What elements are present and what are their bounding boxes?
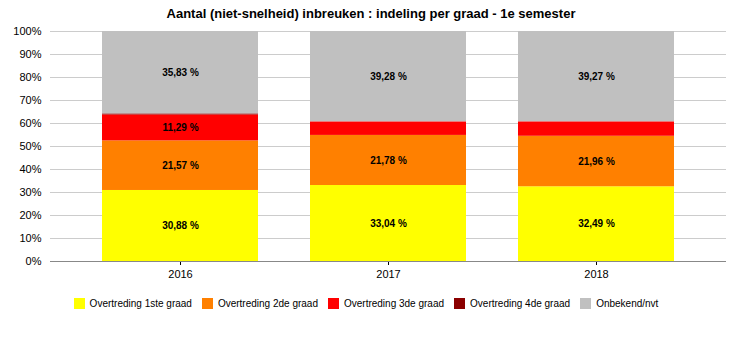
svg-text:0%: 0% <box>26 255 42 267</box>
html-text:Overtreding 3de graad: Overtreding 3de graad <box>344 298 444 309</box>
svg-text:2017: 2017 <box>376 268 400 280</box>
svg-text:21,96 %: 21,96 % <box>578 156 615 167</box>
svg-text:60%: 60% <box>19 117 41 129</box>
svg-text:35,83 %: 35,83 % <box>162 67 199 78</box>
svg-text:21,78 %: 21,78 % <box>370 155 407 166</box>
svg-text:30,88 %: 30,88 % <box>162 220 199 231</box>
svg-text:80%: 80% <box>19 71 41 83</box>
html-text:Overtreding 4de graad: Overtreding 4de graad <box>470 298 571 309</box>
svg-text:90%: 90% <box>19 48 41 60</box>
svg-text:50%: 50% <box>19 140 41 152</box>
svg-text:39,28 %: 39,28 % <box>370 71 407 82</box>
svg-text:11,29 %: 11,29 % <box>162 122 198 133</box>
html-text:Overtreding 1ste graad: Overtreding 1ste graad <box>89 298 192 309</box>
svg-text:20%: 20% <box>19 209 41 221</box>
html-text:Onbekend/nvt: Onbekend/nvt <box>596 298 659 309</box>
svg-text:70%: 70% <box>19 94 41 106</box>
svg-text:33,04 %: 33,04 % <box>370 218 407 229</box>
svg-text:100%: 100% <box>13 25 41 37</box>
svg-text:40%: 40% <box>19 163 41 175</box>
html-text:Overtreding 2de graad: Overtreding 2de graad <box>217 298 318 309</box>
svg-text:2018: 2018 <box>584 268 608 280</box>
svg-text:21,57 %: 21,57 % <box>162 160 199 171</box>
svg-text:30%: 30% <box>19 186 41 198</box>
svg-text:2016: 2016 <box>168 268 192 280</box>
svg-text:32,49 %: 32,49 % <box>578 218 615 229</box>
html-text:Aantal (niet-snelheid) inbreuk: Aantal (niet-snelheid) inbreuken : indel… <box>166 6 576 21</box>
svg-text:10%: 10% <box>19 232 41 244</box>
svg-text:39,27 %: 39,27 % <box>578 71 615 82</box>
